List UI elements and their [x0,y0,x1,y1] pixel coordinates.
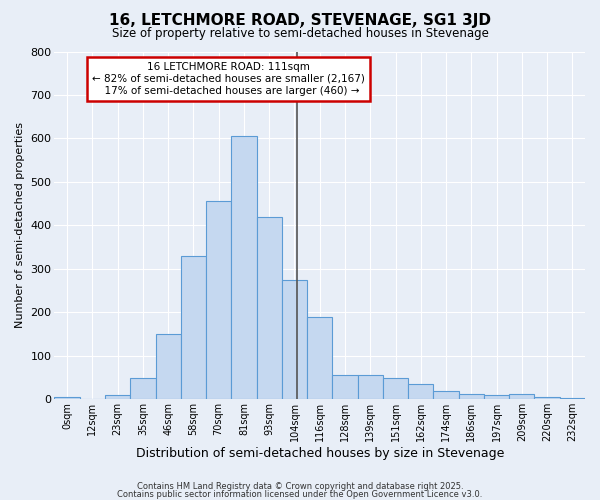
Bar [484,395,509,400]
Bar [560,398,585,400]
Bar [55,397,80,400]
Bar [105,395,130,400]
Bar [332,376,358,400]
Bar [433,392,458,400]
X-axis label: Distribution of semi-detached houses by size in Stevenage: Distribution of semi-detached houses by … [136,447,504,460]
Bar [535,397,560,400]
Bar [282,280,307,400]
Text: Contains HM Land Registry data © Crown copyright and database right 2025.: Contains HM Land Registry data © Crown c… [137,482,463,491]
Y-axis label: Number of semi-detached properties: Number of semi-detached properties [15,122,25,328]
Bar [155,334,181,400]
Text: Size of property relative to semi-detached houses in Stevenage: Size of property relative to semi-detach… [112,28,488,40]
Bar [206,202,232,400]
Bar [383,378,408,400]
Bar [181,256,206,400]
Bar [307,316,332,400]
Text: 16 LETCHMORE ROAD: 111sqm
← 82% of semi-detached houses are smaller (2,167)
  17: 16 LETCHMORE ROAD: 111sqm ← 82% of semi-… [92,62,365,96]
Bar [232,136,257,400]
Bar [257,216,282,400]
Bar [130,378,155,400]
Bar [458,394,484,400]
Bar [358,376,383,400]
Bar [509,394,535,400]
Text: 16, LETCHMORE ROAD, STEVENAGE, SG1 3JD: 16, LETCHMORE ROAD, STEVENAGE, SG1 3JD [109,12,491,28]
Bar [408,384,433,400]
Text: Contains public sector information licensed under the Open Government Licence v3: Contains public sector information licen… [118,490,482,499]
